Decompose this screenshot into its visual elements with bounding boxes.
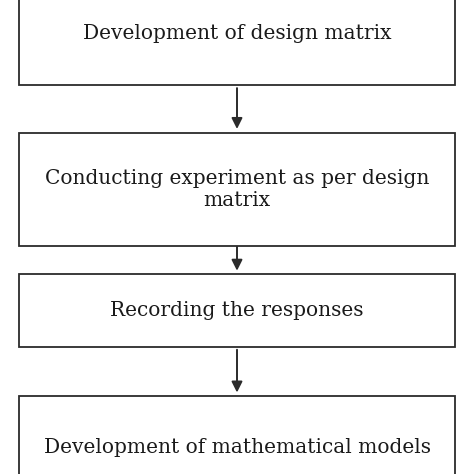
FancyBboxPatch shape bbox=[19, 133, 455, 246]
FancyBboxPatch shape bbox=[19, 0, 455, 85]
FancyBboxPatch shape bbox=[19, 274, 455, 347]
Text: Conducting experiment as per design
matrix: Conducting experiment as per design matr… bbox=[45, 169, 429, 210]
Text: Development of mathematical models: Development of mathematical models bbox=[44, 438, 430, 457]
FancyBboxPatch shape bbox=[19, 396, 455, 474]
Text: Recording the responses: Recording the responses bbox=[110, 301, 364, 320]
Text: Development of design matrix: Development of design matrix bbox=[83, 24, 391, 43]
